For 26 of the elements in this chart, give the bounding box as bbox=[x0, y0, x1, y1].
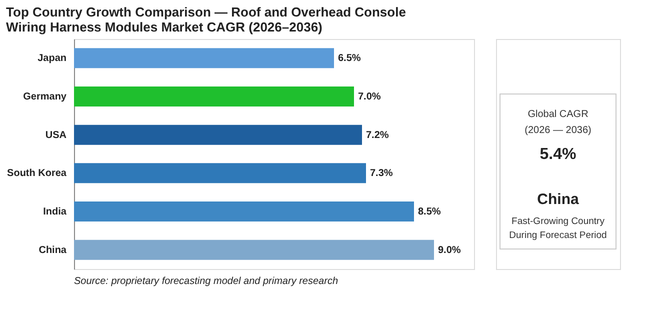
text: (2026 — 2036) bbox=[524, 125, 592, 136]
text: During Forecast Period bbox=[509, 230, 607, 241]
bar bbox=[74, 124, 362, 145]
text: China bbox=[537, 191, 580, 208]
data-label: 7.0% bbox=[358, 92, 381, 102]
y-tick-label: USA bbox=[45, 130, 66, 141]
y-tick-label: China bbox=[38, 244, 67, 256]
bar bbox=[74, 86, 354, 106]
bar bbox=[74, 202, 414, 222]
chart-title: Top Country Growth Comparison — Roof and Overhead Console Wiring Harness Modules Market CAGR (2026–2036) bbox=[6, 4, 406, 34]
bar bbox=[74, 240, 434, 260]
data-label: 6.5% bbox=[338, 53, 361, 64]
text: Fast-Growing Country bbox=[512, 216, 605, 227]
data-label: 8.5% bbox=[418, 206, 441, 218]
bar bbox=[74, 163, 366, 184]
data-label: 7.3% bbox=[370, 168, 393, 180]
y-tick-label: Japan bbox=[38, 53, 66, 64]
y-tick-label: India bbox=[43, 206, 67, 218]
data-label: 9.0% bbox=[438, 244, 461, 256]
text: Global CAGR bbox=[528, 109, 588, 120]
text: 5.4% bbox=[540, 146, 576, 163]
data-label: 7.2% bbox=[366, 130, 389, 141]
y-tick-label: South Korea bbox=[7, 168, 67, 180]
bar bbox=[74, 48, 334, 68]
source-note: Source: proprietary forecasting model and primary research bbox=[74, 276, 338, 287]
y-tick-label: Germany bbox=[23, 92, 67, 102]
